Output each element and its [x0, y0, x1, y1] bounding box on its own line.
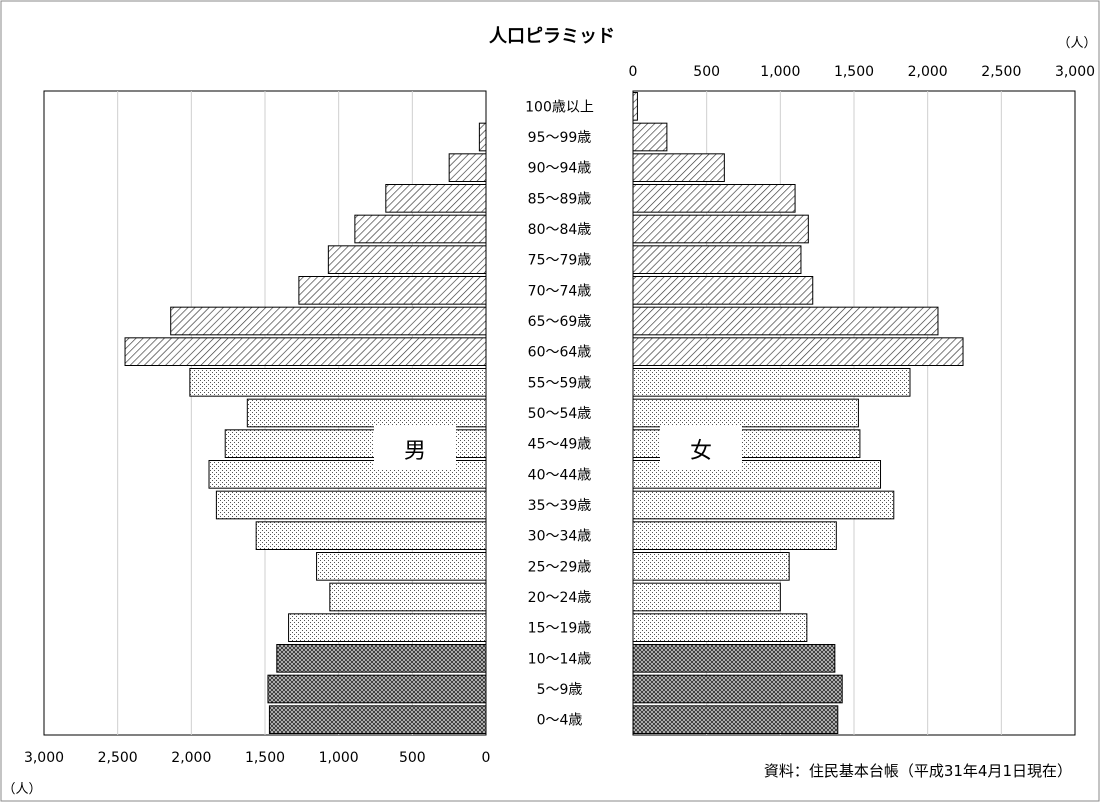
tick-label-left-3: 1,500: [245, 750, 285, 766]
tick-labels: 3,000 2,500 2,000 1,500 1,000 500 0 0 500 1,000 1,…: [24, 64, 1095, 766]
age-label-13: 35～39歳: [528, 498, 592, 514]
age-label-9: 55～59歳: [528, 375, 592, 391]
age-label-0: 100歳以上: [525, 99, 594, 115]
bar-male-14: [255, 521, 487, 550]
age-label-7: 65～69歳: [528, 314, 592, 330]
bar-female-13: [632, 490, 895, 520]
age-label-20: 0～4歳: [537, 713, 583, 729]
age-label-5: 75～79歳: [528, 253, 592, 269]
age-label-8: 60～64歳: [528, 345, 592, 361]
age-label-19: 5～9歳: [537, 682, 583, 698]
tick-label-right-4: 2,000: [908, 64, 948, 80]
age-label-2: 90～94歳: [528, 161, 592, 177]
tick-label-left-5: 500: [399, 750, 426, 766]
age-label-10: 50～54歳: [528, 406, 592, 422]
bar-female-16: [632, 582, 781, 612]
tick-label-right-6: 3,000: [1055, 64, 1095, 80]
tick-label-left-1: 2,500: [98, 750, 138, 766]
bar-female-1: [632, 122, 668, 152]
tick-label-right-2: 1,000: [760, 64, 800, 80]
bar-female-17: [632, 613, 808, 642]
tick-label-left-6: 0: [482, 750, 491, 766]
age-label-1: 95～99歳: [528, 130, 592, 146]
bar-female-7: [632, 306, 939, 336]
age-label-4: 80～84歳: [528, 222, 592, 238]
tick-label-left-2: 2,000: [171, 750, 211, 766]
age-label-6: 70～74歳: [528, 283, 592, 299]
bar-female-0: [632, 92, 638, 121]
bar-male-3: [385, 184, 487, 213]
bar-male-10: [246, 398, 487, 428]
age-label-16: 20～24歳: [528, 590, 592, 606]
unit-label-left: （人）: [2, 782, 41, 797]
age-label-18: 10～14歳: [528, 651, 592, 667]
age-label-3: 85～89歳: [528, 191, 592, 207]
bar-male-5: [327, 245, 487, 274]
age-label-15: 25～29歳: [528, 559, 592, 575]
bar-male-9: [189, 368, 487, 397]
tick-label-right-3: 1,500: [834, 64, 874, 80]
tick-label-right-5: 2,500: [981, 64, 1021, 80]
bar-male-8: [124, 337, 487, 367]
bar-female-19: [632, 674, 843, 704]
tick-label-left-0: 3,000: [24, 750, 64, 766]
male-label: 男: [404, 439, 426, 464]
bar-male-2: [448, 153, 487, 182]
female-label-box: [660, 426, 742, 470]
bar-female-8: [632, 337, 964, 367]
bar-male-15: [316, 552, 487, 581]
bar-male-19: [267, 674, 487, 704]
bar-female-14: [632, 521, 837, 550]
age-label-11: 45～49歳: [528, 437, 592, 453]
bar-male-13: [215, 490, 487, 520]
bar-female-9: [632, 368, 911, 397]
age-label-17: 15～19歳: [528, 621, 592, 637]
bar-male-16: [329, 582, 487, 612]
unit-label-right: （人）: [1057, 36, 1096, 51]
female-label: 女: [690, 439, 712, 464]
bar-female-10: [632, 398, 859, 428]
tick-label-right-0: 0: [629, 64, 638, 80]
tick-label-right-1: 500: [693, 64, 720, 80]
bar-female-3: [632, 184, 796, 213]
bar-male-1: [478, 122, 487, 152]
chart-title: 人口ピラミッド: [489, 26, 615, 47]
bar-female-2: [632, 153, 725, 182]
source-note: 資料：住民基本台帳（平成31年4月1日現在）: [764, 762, 1072, 780]
tick-label-left-4: 1,000: [319, 750, 359, 766]
age-label-12: 40～44歳: [528, 467, 592, 483]
bar-male-20: [268, 705, 487, 734]
bar-male-4: [354, 214, 487, 244]
bar-female-4: [632, 214, 809, 244]
bar-female-15: [632, 552, 790, 581]
bar-male-6: [298, 276, 487, 305]
bar-male-18: [276, 644, 487, 673]
male-label-box: [374, 426, 456, 470]
bar-female-5: [632, 245, 802, 274]
bar-male-7: [170, 306, 487, 336]
bar-female-20: [632, 705, 839, 734]
bar-female-6: [632, 276, 814, 305]
age-labels: 100歳以上 95～99歳 90～94歳 85～89歳 80～84歳 75～79歳 70～7…: [525, 99, 594, 728]
age-label-14: 30～34歳: [528, 529, 592, 545]
bar-male-17: [288, 613, 487, 642]
bar-female-18: [632, 644, 836, 673]
